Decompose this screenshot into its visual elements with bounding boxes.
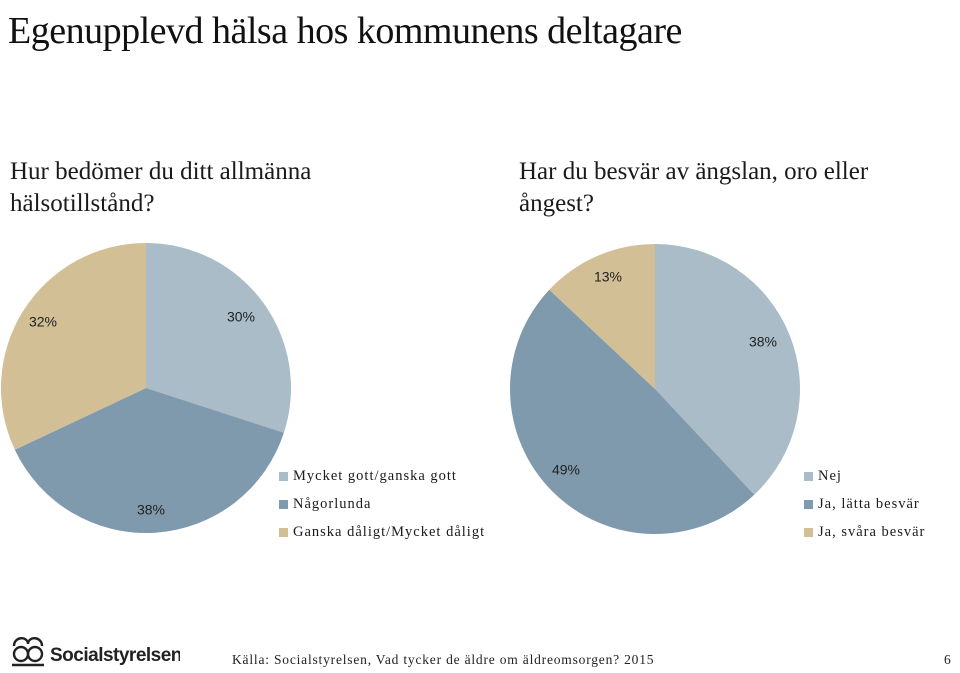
socialstyrelsen-logo[interactable]: Socialstyrelsen: [10, 632, 180, 670]
data-label: 38%: [137, 502, 165, 518]
page-title: Egenupplevd hälsa hos kommunens deltagar…: [8, 10, 682, 52]
data-label: 32%: [29, 314, 57, 330]
legend-label: Någorlunda: [293, 495, 372, 512]
chart1-question: Hur bedömer du ditt allmänna hälsotillst…: [10, 158, 312, 217]
pie-chart-anxiety-labels: 38% 49% 13%: [552, 269, 777, 478]
pie-slice: [510, 289, 755, 534]
legend-label: Mycket gott/ganska gott: [293, 467, 457, 484]
legend-label: Ja, svåra besvär: [818, 523, 926, 540]
source-note: Källa: Socialstyrelsen, Vad tycker de äl…: [232, 652, 655, 667]
legend-swatch: [804, 499, 813, 509]
legend-swatch: [279, 471, 288, 481]
pie-chart-anxiety: [510, 244, 801, 534]
data-label: 38%: [749, 334, 777, 350]
pie-slice: [14, 388, 284, 533]
data-label: 13%: [594, 269, 622, 285]
legend-swatch: [279, 499, 288, 509]
legend-swatch: [804, 527, 813, 537]
pie-slice: [146, 243, 291, 433]
legend-item: Ja, svåra besvär: [804, 518, 925, 546]
pie-slice: [655, 244, 801, 495]
chart2-question: Har du besvär av ängslan, oro eller ånge…: [519, 158, 869, 217]
pie-chart-health: [0, 243, 291, 533]
legend-label: Ganska dåligt/Mycket dåligt: [293, 523, 486, 540]
pie-slice: [0, 243, 146, 450]
legend-anxiety: Nej Ja, lätta besvär Ja, svåra besvär: [804, 462, 925, 546]
legend-swatch: [804, 471, 813, 481]
legend-item: Ja, lätta besvär: [804, 490, 925, 518]
pie-chart-health-labels: 30% 38% 32%: [29, 309, 255, 518]
legend-item: Mycket gott/ganska gott: [279, 462, 485, 490]
legend-item: Någorlunda: [279, 490, 485, 518]
legend-health: Mycket gott/ganska gott Någorlunda Gansk…: [279, 462, 485, 546]
data-label: 49%: [552, 462, 580, 478]
legend-item: Nej: [804, 462, 925, 490]
legend-label: Nej: [818, 467, 842, 484]
pie-slice: [549, 244, 655, 389]
legend-swatch: [279, 527, 288, 537]
logo-text: Socialstyrelsen: [50, 645, 180, 666]
legend-label: Ja, lätta besvär: [818, 495, 920, 512]
legend-item: Ganska dåligt/Mycket dåligt: [279, 518, 485, 546]
logo-emblem-icon: [12, 637, 44, 667]
page-number: 6: [944, 652, 951, 667]
data-label: 30%: [227, 309, 255, 325]
